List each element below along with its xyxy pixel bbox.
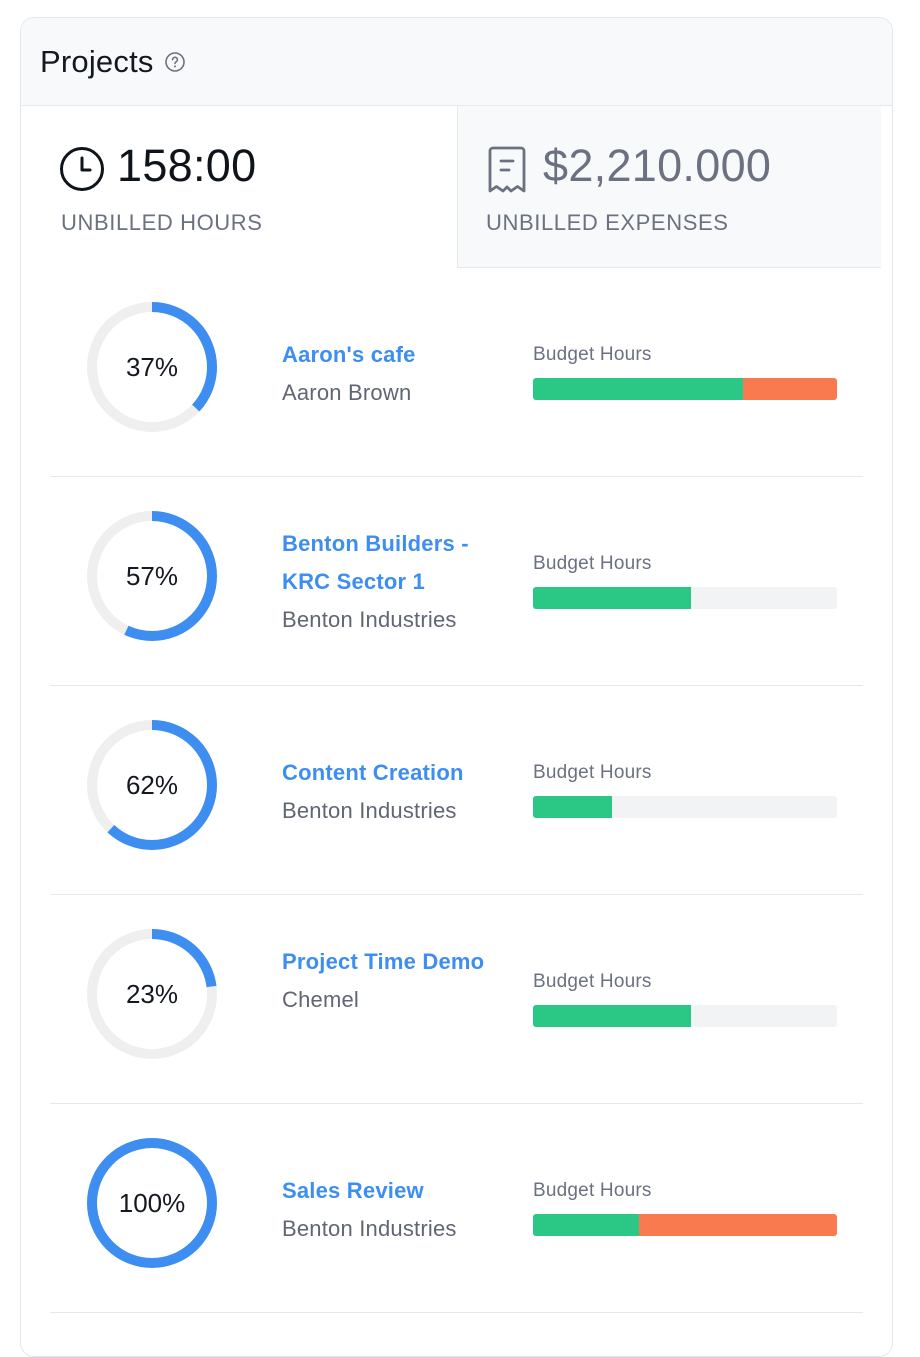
budget-hours-label: Budget Hours — [533, 1180, 652, 1201]
tab-unbilled-expenses[interactable]: $2,210.000 UNBILLED EXPENSES — [457, 106, 881, 268]
project-name-link[interactable]: Benton Builders - KRC Sector 1 — [282, 531, 469, 594]
budget-used-fill — [533, 378, 743, 400]
project-name-link[interactable]: Content Creation — [282, 760, 464, 785]
project-client: Aaron Brown — [282, 380, 412, 405]
page-title: Projects — [40, 43, 154, 79]
budget-bar — [533, 1214, 837, 1236]
unbilled-hours-value: 158:00 — [117, 140, 257, 191]
budget-hours: Budget Hours — [533, 1180, 837, 1236]
project-row[interactable]: 62% Content Creation Benton Industries B… — [50, 686, 863, 895]
unbilled-expenses-value: $2,210.000 — [543, 140, 772, 191]
budget-bar — [533, 796, 837, 818]
progress-ring: 37% — [86, 301, 218, 433]
question-circle-icon[interactable] — [164, 51, 186, 73]
budget-hours-label: Budget Hours — [533, 553, 652, 574]
project-client: Benton Industries — [282, 1216, 457, 1241]
project-client: Chemel — [282, 987, 360, 1012]
project-client: Benton Industries — [282, 607, 457, 632]
unbilled-expenses-label: UNBILLED EXPENSES — [486, 210, 729, 235]
project-name-link[interactable]: Aaron's cafe — [282, 342, 416, 367]
budget-used-fill — [533, 1005, 692, 1027]
progress-ring: 100% — [86, 1137, 218, 1269]
summary-tabs: 158:00 UNBILLED HOURS $2,210.000 UNBILLE… — [21, 106, 892, 268]
receipt-icon — [486, 146, 528, 199]
progress-percent: 62% — [125, 770, 179, 800]
budget-hours-label: Budget Hours — [533, 762, 652, 783]
project-list: 37% Aaron's cafe Aaron Brown Budget Hour… — [21, 268, 892, 1313]
budget-used-fill — [533, 796, 613, 818]
progress-percent: 57% — [125, 561, 179, 591]
card-header: Projects — [21, 18, 892, 106]
project-row[interactable]: 23% Project Time Demo Chemel Budget Hour… — [50, 895, 863, 1104]
progress-percent: 37% — [125, 352, 179, 382]
project-info: Aaron's cafe Aaron Brown — [282, 336, 492, 412]
clock-icon — [59, 146, 105, 197]
budget-bar — [533, 1005, 837, 1027]
budget-hours: Budget Hours — [533, 553, 837, 609]
project-row[interactable]: 57% Benton Builders - KRC Sector 1 Bento… — [50, 477, 863, 686]
budget-used-fill — [533, 1214, 640, 1236]
project-client: Benton Industries — [282, 798, 457, 823]
project-info: Project Time Demo Chemel — [282, 943, 492, 1019]
budget-over-fill — [742, 378, 837, 400]
progress-ring: 23% — [86, 928, 218, 1060]
project-info: Content Creation Benton Industries — [282, 754, 492, 830]
budget-bar — [533, 378, 837, 400]
budget-hours: Budget Hours — [533, 344, 837, 400]
project-name-link[interactable]: Sales Review — [282, 1178, 424, 1203]
budget-hours: Budget Hours — [533, 971, 837, 1027]
progress-ring: 62% — [86, 719, 218, 851]
budget-over-fill — [639, 1214, 837, 1236]
budget-hours: Budget Hours — [533, 762, 837, 818]
unbilled-hours-label: UNBILLED HOURS — [61, 210, 263, 235]
progress-percent: 100% — [118, 1188, 186, 1218]
budget-bar — [533, 587, 837, 609]
tab-unbilled-hours[interactable]: 158:00 UNBILLED HOURS — [21, 106, 457, 268]
project-row[interactable]: 100% Sales Review Benton Industries Budg… — [50, 1104, 863, 1313]
project-info: Benton Builders - KRC Sector 1 Benton In… — [282, 525, 492, 639]
progress-ring: 57% — [86, 510, 218, 642]
project-info: Sales Review Benton Industries — [282, 1172, 492, 1248]
project-name-link[interactable]: Project Time Demo — [282, 949, 485, 974]
project-row[interactable]: 37% Aaron's cafe Aaron Brown Budget Hour… — [50, 268, 863, 477]
budget-used-fill — [533, 587, 692, 609]
budget-hours-label: Budget Hours — [533, 344, 652, 365]
projects-card: Projects 158:00 UNBILLED HOURS — [20, 17, 893, 1357]
budget-hours-label: Budget Hours — [533, 971, 652, 992]
progress-percent: 23% — [125, 979, 179, 1009]
